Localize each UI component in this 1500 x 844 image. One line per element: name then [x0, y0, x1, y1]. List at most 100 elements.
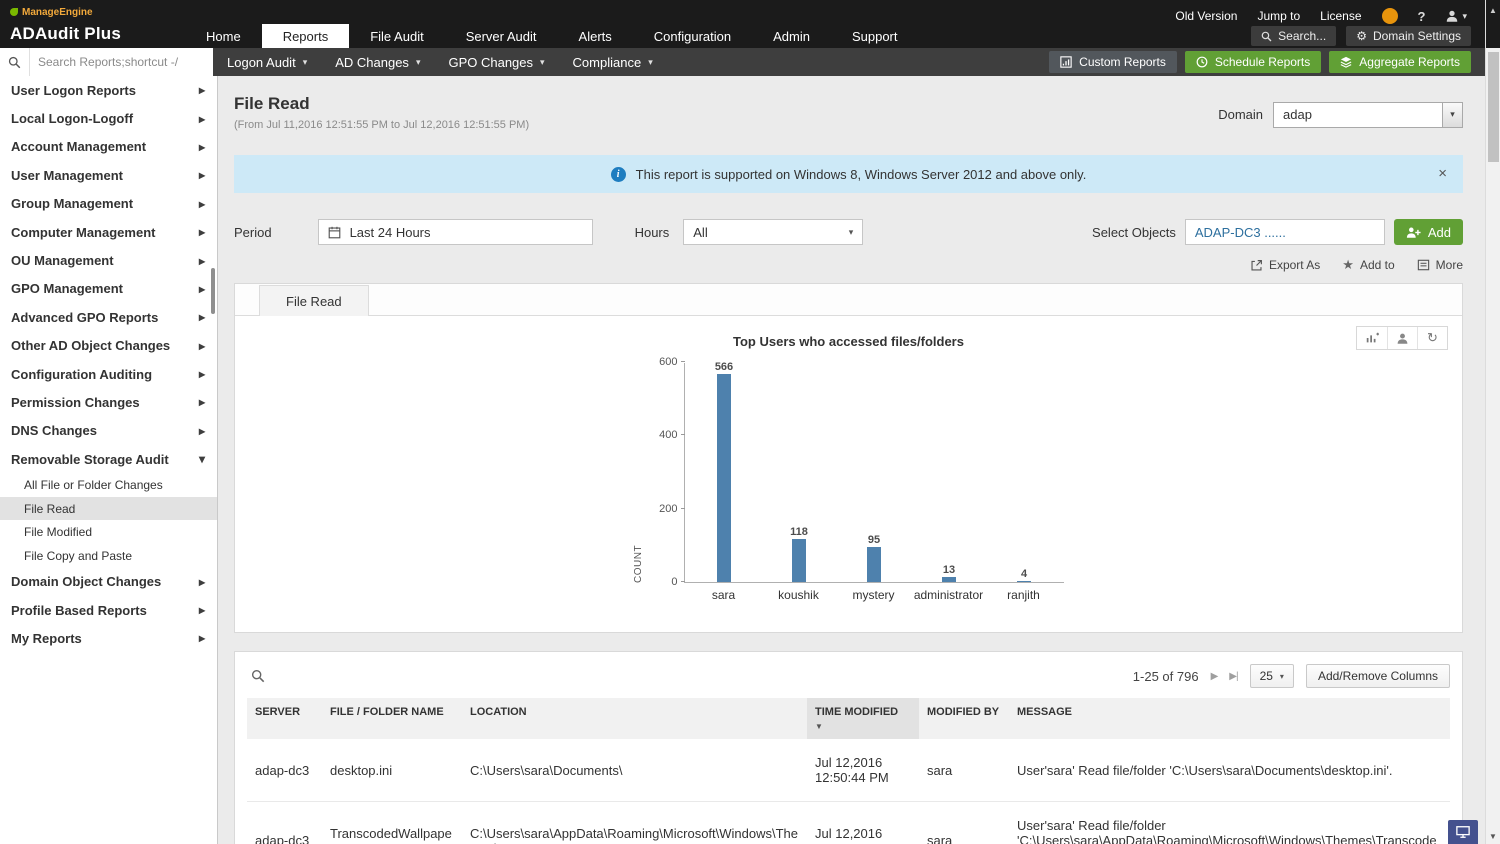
sidebar-item-advanced-gpo-reports[interactable]: Advanced GPO Reports ▸: [11, 309, 205, 325]
sidebar-subitem-file-modified[interactable]: File Modified: [24, 525, 93, 540]
help-icon[interactable]: ?: [1417, 8, 1426, 24]
add-to-button[interactable]: ★ Add to: [1342, 257, 1395, 272]
next-page-button[interactable]: ▶: [1210, 670, 1219, 682]
custom-reports-button[interactable]: Custom Reports: [1049, 51, 1177, 73]
nav-file-audit[interactable]: File Audit: [370, 28, 424, 44]
sidebar-item-gpo-management[interactable]: GPO Management ▸: [11, 281, 205, 297]
y-tick-label: 400: [659, 429, 678, 442]
sidebar-item-removable-storage-audit[interactable]: Removable Storage Audit ▾: [11, 451, 205, 467]
select-objects-input[interactable]: ADAP-DC3 ......: [1184, 219, 1385, 245]
scrollbar-thumb[interactable]: [1488, 52, 1499, 162]
scroll-up-icon[interactable]: ▲: [1486, 0, 1500, 48]
page-title: File Read: [234, 94, 310, 113]
scroll-down-icon[interactable]: ▼: [1489, 832, 1497, 841]
menu-logon-audit[interactable]: Logon Audit ▾: [227, 54, 308, 70]
domain-settings-button[interactable]: ⚙ Domain Settings: [1346, 26, 1471, 46]
menu-ad-changes[interactable]: AD Changes ▾: [335, 54, 421, 70]
sidebar-item-ou-management[interactable]: OU Management ▸: [11, 253, 205, 269]
jump-to-link[interactable]: Jump to: [1257, 9, 1301, 23]
person-icon: [1397, 333, 1408, 344]
add-button[interactable]: Add: [1393, 219, 1463, 245]
sidebar-item-account-management[interactable]: Account Management ▸: [11, 139, 205, 155]
hours-select[interactable]: All ▾: [683, 219, 864, 245]
bar-value-label: 566: [714, 361, 734, 374]
feedback-icon[interactable]: [1448, 820, 1478, 844]
search-icon: [1261, 31, 1272, 41]
nav-alerts[interactable]: Alerts: [578, 28, 612, 44]
sidebar-item-profile-based-reports[interactable]: Profile Based Reports ▸: [11, 602, 205, 618]
menu-gpo-changes[interactable]: GPO Changes ▾: [448, 54, 545, 70]
chevron-down-icon: ▾: [198, 452, 205, 467]
sidebar-item-configuration-auditing[interactable]: Configuration Auditing ▸: [11, 366, 205, 382]
report-date-range: (From Jul 11,2016 12:51:55 PM to Jul 12,…: [234, 119, 530, 131]
table-search-button[interactable]: [247, 669, 269, 683]
table-row[interactable]: adap-dc3TranscodedWallpaperC:\Users\sara…: [247, 801, 1450, 844]
aggregate-reports-button[interactable]: Aggregate Reports: [1329, 51, 1471, 73]
chevron-right-icon: ▸: [198, 281, 205, 296]
sidebar-item-local-logon-logoff[interactable]: Local Logon-Logoff ▸: [11, 111, 205, 127]
nav-configuration[interactable]: Configuration: [653, 28, 732, 44]
nav-reports[interactable]: Reports: [261, 24, 350, 48]
old-version-link[interactable]: Old Version: [1175, 9, 1238, 23]
vertical-scrollbar[interactable]: ▲ ▼: [1485, 0, 1500, 844]
sidebar-item-user-logon-reports[interactable]: User Logon Reports ▸: [11, 82, 205, 98]
column-header-modified-by[interactable]: MODIFIED BY: [919, 698, 1009, 739]
column-header-location[interactable]: LOCATION: [462, 698, 807, 739]
chart-type-icon: [1366, 332, 1379, 343]
sidebar-subitem-all-file-or-folder-changes[interactable]: All File or Folder Changes: [24, 478, 163, 493]
schedule-reports-button[interactable]: Schedule Reports: [1184, 51, 1322, 73]
sidebar-item-group-management[interactable]: Group Management ▸: [11, 196, 205, 212]
sidebar-scrollbar[interactable]: [211, 268, 215, 314]
export-as-button[interactable]: Export As: [1250, 257, 1320, 273]
period-picker[interactable]: Last 24 Hours: [317, 219, 593, 245]
bar-ranjith[interactable]: 4: [987, 568, 1062, 582]
report-search-input[interactable]: [30, 48, 213, 76]
top-users-icon[interactable]: [1387, 327, 1417, 349]
page-size-select[interactable]: 25 ▾: [1249, 664, 1294, 688]
sidebar-item-permission-changes[interactable]: Permission Changes ▸: [11, 394, 205, 410]
license-link[interactable]: License: [1320, 9, 1362, 23]
tab-file-read[interactable]: File Read: [259, 285, 369, 316]
nav-support[interactable]: Support: [851, 28, 898, 44]
nav-server-audit[interactable]: Server Audit: [465, 28, 537, 44]
bar-rect: [717, 374, 731, 582]
table-row[interactable]: adap-dc3 desktop.ini C:\Users\sara\Documen…: [247, 739, 1450, 802]
user-menu[interactable]: ▾: [1445, 9, 1467, 23]
close-icon[interactable]: ×: [1438, 165, 1447, 182]
banner-text: This report is supported on Windows 8, W…: [635, 166, 1087, 182]
more-icon: [1417, 259, 1429, 271]
chevron-right-icon: ▸: [198, 423, 205, 438]
menu-compliance[interactable]: Compliance ▾: [572, 54, 653, 70]
bar-koushik[interactable]: 118: [762, 526, 837, 582]
global-search-button[interactable]: Search...: [1251, 26, 1337, 46]
chevron-right-icon: ▸: [198, 111, 205, 126]
nav-admin[interactable]: Admin: [773, 28, 810, 44]
last-page-button[interactable]: ▶|: [1229, 670, 1238, 682]
sidebar-item-domain-object-changes[interactable]: Domain Object Changes ▸: [11, 574, 205, 590]
bar-mystery[interactable]: 95: [837, 534, 912, 582]
more-button[interactable]: More: [1417, 257, 1463, 273]
refresh-icon[interactable]: ↻: [1417, 327, 1447, 349]
chart-type-icon[interactable]: [1357, 327, 1387, 349]
add-remove-columns-button[interactable]: Add/Remove Columns: [1305, 664, 1450, 688]
chevron-down-icon: ▾: [1462, 10, 1467, 21]
domain-select[interactable]: adap ▾: [1273, 101, 1463, 128]
sidebar-item-user-management[interactable]: User Management ▸: [11, 167, 205, 183]
nav-home[interactable]: Home: [206, 28, 241, 44]
sidebar-item-other-ad-object-changes[interactable]: Other AD Object Changes ▸: [11, 338, 205, 354]
sidebar-item-dns-changes[interactable]: DNS Changes ▸: [11, 423, 205, 439]
sidebar-subitem-file-read[interactable]: File Read: [0, 496, 217, 521]
chevron-right-icon: ▸: [198, 574, 205, 589]
column-header-message[interactable]: MESSAGE: [1009, 698, 1450, 739]
sidebar-subitem-file-copy-and-paste[interactable]: File Copy and Paste: [24, 548, 133, 563]
report-search-icon[interactable]: [0, 48, 30, 76]
bar-administrator[interactable]: 13: [912, 564, 987, 582]
column-header-file-folder-name[interactable]: FILE / FOLDER NAME: [322, 698, 462, 739]
sidebar-item-computer-management[interactable]: Computer Management ▸: [11, 224, 205, 240]
notification-icon[interactable]: [1381, 8, 1398, 24]
column-header-server[interactable]: SERVER: [247, 698, 322, 739]
x-axis-label: sara: [711, 588, 736, 602]
bar-sara[interactable]: 566: [687, 361, 762, 582]
sidebar-item-my-reports[interactable]: My Reports ▸: [11, 630, 205, 646]
column-header-time-modified[interactable]: TIME MODIFIED ▼: [807, 698, 919, 739]
